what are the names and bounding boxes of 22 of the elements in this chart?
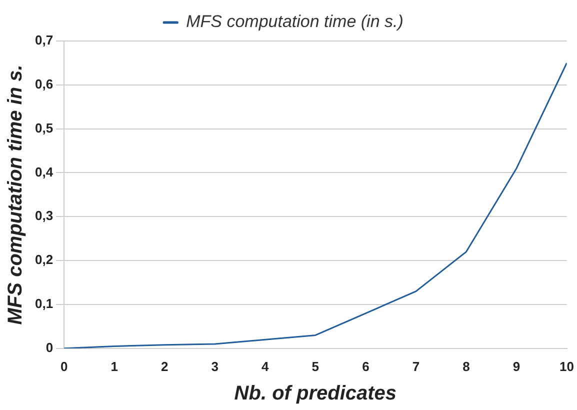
- x-tick-label: 9: [512, 358, 520, 374]
- x-tick-label: 5: [312, 358, 320, 374]
- y-axis-title: MFS computation time in s.: [4, 64, 27, 325]
- x-tick-label: 0: [60, 358, 68, 374]
- y-tick-label: 0,6: [34, 76, 54, 92]
- x-tick-label: 7: [412, 358, 420, 374]
- x-tick-label: 4: [262, 358, 270, 374]
- legend-label: MFS computation time (in s.): [186, 12, 404, 32]
- x-tick-label: 6: [362, 358, 370, 374]
- y-tick-label: 0,3: [34, 208, 54, 224]
- y-tick-label: 0,7: [34, 32, 54, 48]
- x-tick-label: 10: [560, 358, 574, 374]
- y-tick-label: 0,1: [34, 296, 54, 312]
- y-tick-label: 0,4: [34, 164, 54, 180]
- x-axis-title: Nb. of predicates: [234, 382, 397, 405]
- x-tick-label: 3: [211, 358, 218, 374]
- x-tick-label: 1: [110, 358, 118, 374]
- y-tick-label: 0: [46, 340, 54, 355]
- x-tick-label: 2: [160, 358, 168, 374]
- y-tick-label: 0,2: [34, 252, 54, 268]
- x-tick-label: 8: [462, 358, 470, 374]
- y-tick-label: 0,5: [34, 120, 54, 136]
